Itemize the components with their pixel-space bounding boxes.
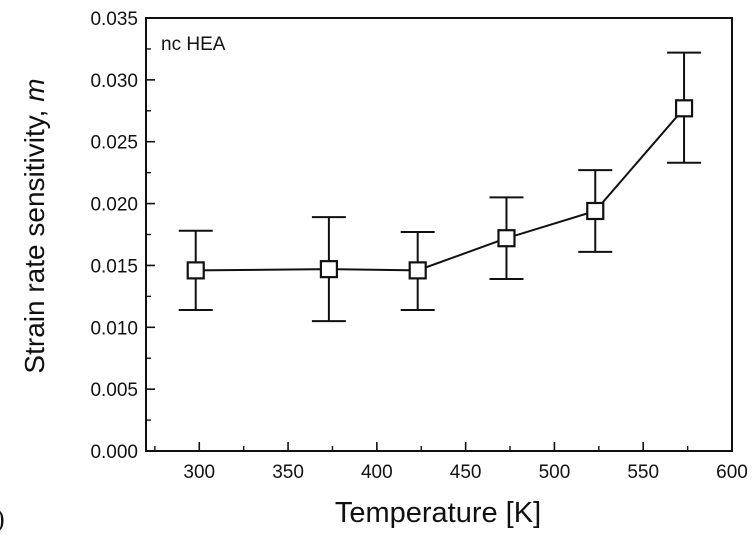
chart-annotation: nc HEA bbox=[161, 34, 226, 55]
y-tick-label: 0.020 bbox=[90, 195, 138, 216]
y-tick-label: 0.030 bbox=[90, 71, 138, 92]
x-tick-label: 600 bbox=[716, 462, 748, 483]
x-tick-label: 350 bbox=[272, 462, 304, 483]
y-tick-label: 0.025 bbox=[90, 133, 138, 154]
data-point bbox=[186, 261, 205, 280]
plot-frame bbox=[145, 17, 733, 452]
y-axis-title-text: Strain rate sensitivity, bbox=[19, 102, 50, 374]
y-tick-label: 0.035 bbox=[90, 9, 138, 30]
data-point bbox=[497, 229, 516, 248]
x-tick-label: 550 bbox=[627, 462, 659, 483]
y-tick-label: 0.005 bbox=[90, 380, 138, 401]
x-tick-label: 400 bbox=[361, 462, 393, 483]
x-tick-label: 300 bbox=[183, 462, 215, 483]
x-tick-label: 450 bbox=[450, 462, 482, 483]
data-point bbox=[319, 260, 339, 279]
y-axis-title-symbol: m bbox=[19, 78, 50, 101]
series-line bbox=[195, 107, 685, 272]
y-tick-label: 0.000 bbox=[90, 442, 138, 463]
x-axis-title: Temperature [K] bbox=[335, 497, 541, 529]
y-tick-label: 0.010 bbox=[90, 318, 138, 339]
data-point bbox=[586, 201, 605, 221]
data-point bbox=[408, 261, 427, 280]
x-tick-label: 500 bbox=[539, 462, 571, 483]
y-tick-labels: 0.000 0.005 0.010 0.015 0.020 0.025 0.030 0.035 bbox=[90, 9, 138, 463]
plot-area bbox=[145, 17, 733, 452]
error-bars bbox=[178, 51, 702, 323]
axis-ticks bbox=[146, 17, 733, 452]
data-point bbox=[674, 99, 694, 118]
data-markers bbox=[186, 99, 694, 280]
y-tick-label: 0.015 bbox=[90, 256, 138, 277]
panel-label-fragment: ) bbox=[0, 504, 5, 533]
y-axis-title: Strain rate sensitivity, m bbox=[19, 78, 50, 373]
series-polyline bbox=[195, 107, 685, 272]
x-tick-labels: 300 350 400 450 500 550 600 bbox=[183, 462, 747, 483]
